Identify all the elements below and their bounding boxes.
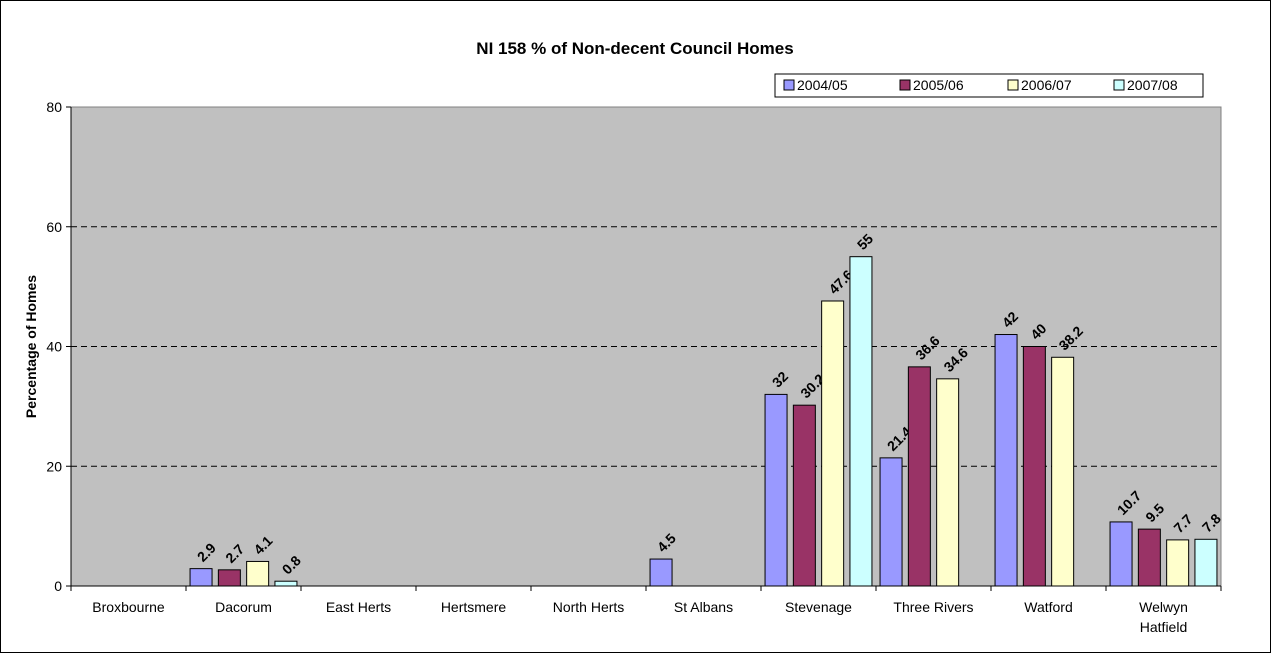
bar: [936, 378, 960, 587]
bar: [879, 457, 903, 587]
x-tick-label: North Herts: [553, 599, 625, 615]
x-tick-label: East Herts: [326, 599, 391, 615]
x-tick-label: Hertsmere: [441, 599, 507, 615]
x-tick-label: Watford: [1024, 599, 1073, 615]
bar: [1166, 539, 1190, 587]
bar: [1022, 346, 1046, 587]
x-tick-label: Stevenage: [785, 599, 852, 615]
bar: [649, 558, 673, 587]
bar: [217, 569, 241, 587]
x-tick-label: Three Rivers: [893, 599, 973, 615]
x-tick-label-line: Watford: [1024, 599, 1073, 615]
y-tick-label: 60: [46, 219, 62, 235]
x-tick-label-line: North Herts: [553, 599, 625, 615]
bar: [1137, 528, 1161, 587]
bar: [994, 334, 1018, 587]
x-tick-label-line: Hertsmere: [441, 599, 507, 615]
bar: [764, 393, 788, 587]
x-tick-label-line: Three Rivers: [893, 599, 973, 615]
legend: 2004/05 2005/06 2006/07 2007/08: [774, 73, 1204, 98]
x-tick-label-line: Stevenage: [785, 599, 852, 615]
legend-label: 2007/08: [1127, 77, 1178, 93]
x-tick-label-line: Dacorum: [215, 599, 272, 615]
bar: [274, 580, 298, 587]
x-tick-label-line: East Herts: [326, 599, 391, 615]
x-tick-label: St Albans: [674, 599, 733, 615]
bar: [189, 568, 213, 587]
y-axis-label: Percentage of Homes: [23, 275, 39, 418]
x-tick-label-line: Broxbourne: [92, 599, 165, 615]
x-tick-label: Dacorum: [215, 599, 272, 615]
legend-label: 2004/05: [797, 77, 848, 93]
legend-swatch: [783, 79, 795, 91]
legend-label: 2006/07: [1021, 77, 1072, 93]
plot-area: 0 20 40 60 80 Percentage of Homes Broxbourne Da…: [23, 73, 1224, 635]
y-tick-label: 80: [46, 99, 62, 115]
x-tick-label-line: Hatfield: [1140, 619, 1187, 635]
bar: [849, 256, 873, 587]
y-tick-label: 0: [54, 578, 62, 594]
y-tick-label: 20: [46, 458, 62, 474]
x-tick-label-line: Welwyn: [1139, 599, 1188, 615]
bar: [1051, 356, 1075, 587]
x-tick-label: Broxbourne: [92, 599, 165, 615]
x-tick-label: Welwyn Hatfield: [1139, 599, 1188, 635]
x-tick-label-line: St Albans: [674, 599, 733, 615]
legend-label: 2005/06: [913, 77, 964, 93]
bar: [821, 300, 845, 587]
bar: [1194, 538, 1218, 587]
bar: [246, 560, 270, 587]
legend-swatch: [899, 79, 911, 91]
bar: [1109, 521, 1133, 587]
legend-box: [774, 73, 1204, 98]
legend-swatch: [1113, 79, 1125, 91]
legend-swatch: [1007, 79, 1019, 91]
chart-title: NI 158 % of Non-decent Council Homes: [476, 39, 793, 58]
bar: [907, 366, 931, 587]
bar: [792, 404, 816, 587]
y-tick-label: 40: [46, 339, 62, 355]
